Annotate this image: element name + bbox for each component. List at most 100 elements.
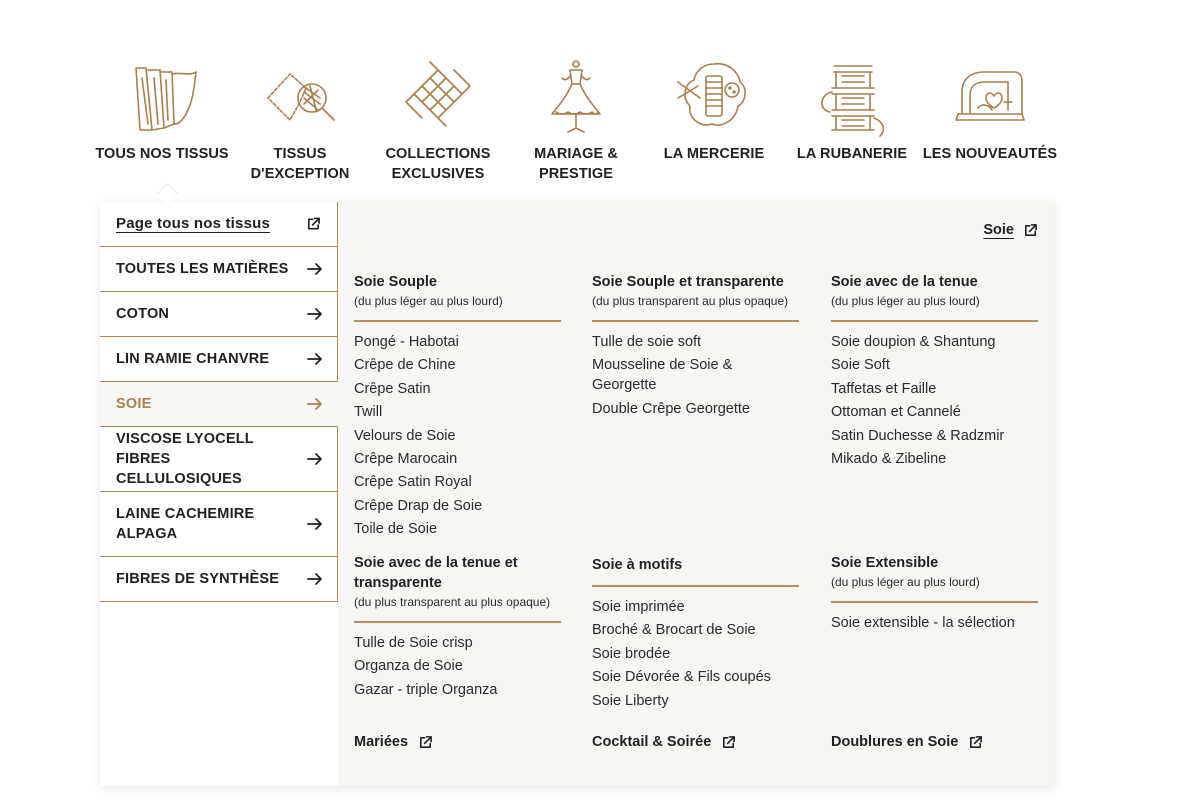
sidebar-item-label: LIN RAMIE CHANVRE bbox=[116, 351, 270, 367]
list-item[interactable]: Organza de Soie bbox=[354, 658, 463, 675]
list-item[interactable]: Double Crêpe Georgette bbox=[592, 400, 750, 417]
list-item[interactable]: Velours de Soie bbox=[354, 427, 456, 444]
soie-link-label: Soie bbox=[983, 222, 1014, 238]
nav-item-label: LA MERCERIE bbox=[663, 146, 765, 162]
column-soie-avec-tenue: Soie avec de la tenue (du plus léger au … bbox=[831, 272, 1038, 472]
sidebar-item-label: SOIE bbox=[116, 396, 152, 412]
column-title: Soie avec de la tenue bbox=[831, 274, 978, 290]
list-item[interactable]: Soie brodée bbox=[592, 645, 671, 662]
list-item[interactable]: Taffetas et Faille bbox=[831, 380, 937, 397]
list-item[interactable]: Gazar - triple Organza bbox=[354, 681, 498, 698]
sidebar-item-label: VISCOSE LYOCELL FIBRES CELLULOSIQUES bbox=[116, 431, 254, 487]
nav-item-label: COLLECTIONS EXCLUSIVES bbox=[385, 146, 491, 182]
footer-link-cocktail-soiree[interactable]: Cocktail & Soirée bbox=[592, 734, 736, 750]
sidebar-item-viscose-lyocell[interactable]: VISCOSE LYOCELL FIBRES CELLULOSIQUES bbox=[100, 427, 338, 492]
list-item[interactable]: Soie extensible - la sélection bbox=[831, 615, 1015, 631]
fabric-rolls-icon bbox=[135, 67, 197, 131]
thread-spool-button-icon bbox=[677, 62, 746, 126]
arrow-right-icon bbox=[307, 308, 322, 320]
nav-item-label: TOUS NOS TISSUS bbox=[95, 146, 229, 162]
nav-item-label: MARIAGE & PRESTIGE bbox=[534, 146, 618, 182]
list-item[interactable]: Crêpe Satin Royal bbox=[354, 474, 472, 491]
column-subtitle: (du plus léger au plus lourd) bbox=[831, 294, 980, 308]
footer-link-label: Mariées bbox=[354, 734, 409, 750]
column-divider bbox=[831, 601, 1038, 603]
sidebar-item-fibres-de-synthese[interactable]: FIBRES DE SYNTHÈSE bbox=[100, 557, 338, 602]
category-sidebar: Page tous nos tissus TOUTES LES MATIÈRES… bbox=[100, 202, 338, 786]
list-item[interactable]: Twill bbox=[354, 404, 383, 421]
footer-link-label: Cocktail & Soirée bbox=[592, 734, 712, 750]
list-item[interactable]: Crêpe Marocain bbox=[354, 450, 458, 467]
arrow-right-icon bbox=[307, 353, 322, 365]
arrow-right-icon bbox=[307, 263, 322, 275]
external-link-icon bbox=[970, 735, 983, 748]
nav-item-label: LES NOUVEAUTÉS bbox=[922, 146, 1058, 162]
list-item[interactable]: Soie Soft bbox=[831, 357, 890, 374]
column-title: Soie Souple et transparente bbox=[592, 274, 784, 290]
sidebar-item-coton[interactable]: COTON bbox=[100, 292, 338, 337]
nav-item-les-nouveautes[interactable]: LES NOUVEAUTÉS bbox=[921, 58, 1059, 164]
list-item[interactable]: Crêpe Drap de Soie bbox=[354, 497, 483, 514]
column-subtitle: (du plus léger au plus lourd) bbox=[354, 294, 503, 308]
nav-item-label: LA RUBANERIE bbox=[796, 146, 908, 162]
column-title: Soie à motifs bbox=[592, 557, 683, 573]
main-navigation: TOUS NOS TISSUS TISSUS D'EXCEPTION COLLE… bbox=[93, 58, 1063, 198]
arrow-right-icon bbox=[307, 573, 322, 585]
column-subtitle: (du plus léger au plus lourd) bbox=[831, 575, 980, 589]
sidebar-item-page-tous-nos-tissus[interactable]: Page tous nos tissus bbox=[100, 202, 338, 247]
sidebar-item-soie[interactable]: SOIE bbox=[100, 382, 338, 427]
list-item[interactable]: Soie Liberty bbox=[592, 692, 669, 709]
column-divider bbox=[592, 585, 799, 587]
list-item[interactable]: Mousseline de Soie & Georgette bbox=[592, 357, 733, 394]
footer-link-mariees[interactable]: Mariées bbox=[354, 734, 433, 750]
sidebar-item-label: TOUTES LES MATIÈRES bbox=[116, 261, 289, 277]
list-item[interactable]: Soie Dévorée & Fils coupés bbox=[592, 669, 771, 686]
nav-item-mariage-prestige[interactable]: MARIAGE & PRESTIGE bbox=[507, 58, 645, 184]
nav-item-collections-exclusives[interactable]: COLLECTIONS EXCLUSIVES bbox=[369, 58, 507, 184]
nav-item-label: TISSUS D'EXCEPTION bbox=[250, 146, 350, 182]
mega-menu-panel: Page tous nos tissus TOUTES LES MATIÈRES… bbox=[100, 202, 1055, 786]
column-title: Soie avec de la tenue et transparente bbox=[354, 555, 518, 591]
list-item[interactable]: Soie doupion & Shantung bbox=[831, 334, 996, 350]
column-soie-tenue-transparente: Soie avec de la tenue et transparente (d… bbox=[354, 553, 561, 703]
wedding-dress-icon bbox=[551, 60, 601, 133]
nav-item-tous-nos-tissus[interactable]: TOUS NOS TISSUS bbox=[93, 58, 231, 164]
column-soie-extensible: Soie Extensible (du plus léger au plus l… bbox=[831, 553, 1038, 636]
column-divider bbox=[831, 320, 1038, 322]
footer-link-label: Doublures en Soie bbox=[831, 734, 959, 750]
external-link-icon bbox=[1025, 223, 1037, 236]
list-item[interactable]: Toile de Soie bbox=[354, 521, 438, 538]
list-item[interactable]: Broché & Brocart de Soie bbox=[592, 622, 756, 639]
sidebar-item-label: COTON bbox=[116, 306, 170, 322]
list-item[interactable]: Mikado & Zibeline bbox=[831, 450, 947, 467]
sidebar-item-lin-ramie-chanvre[interactable]: LIN RAMIE CHANVRE bbox=[100, 337, 338, 382]
nav-item-la-rubanerie[interactable]: LA RUBANERIE bbox=[783, 58, 921, 164]
list-item[interactable]: Pongé - Habotai bbox=[354, 334, 459, 350]
nav-item-tissus-exception[interactable]: TISSUS D'EXCEPTION bbox=[231, 58, 369, 184]
list-item[interactable]: Ottoman et Cannelé bbox=[831, 404, 961, 421]
sidebar-item-laine-cachemire-alpaga[interactable]: LAINE CACHEMIRE ALPAGA bbox=[100, 492, 338, 557]
list-item[interactable]: Crêpe Satin bbox=[354, 380, 431, 397]
nav-item-la-mercerie[interactable]: LA MERCERIE bbox=[645, 58, 783, 164]
column-subtitle: (du plus transparent au plus opaque) bbox=[354, 595, 551, 609]
column-subtitle: (du plus transparent au plus opaque) bbox=[592, 294, 789, 308]
sidebar-item-toutes-les-matieres[interactable]: TOUTES LES MATIÈRES bbox=[100, 247, 338, 292]
external-link-icon bbox=[723, 735, 736, 748]
external-link-icon bbox=[308, 217, 320, 230]
soie-category-link[interactable]: Soie bbox=[983, 222, 1038, 238]
column-soie-a-motifs: Soie à motifs Soie imprimée Broché & Bro… bbox=[592, 555, 799, 714]
sidebar-item-label: LAINE CACHEMIRE ALPAGA bbox=[116, 506, 255, 542]
list-item[interactable]: Soie imprimée bbox=[592, 599, 685, 615]
list-item[interactable]: Satin Duchesse & Radzmir bbox=[831, 427, 1005, 444]
sidebar-item-label: FIBRES DE SYNTHÈSE bbox=[116, 571, 280, 587]
footer-link-doublures-en-soie[interactable]: Doublures en Soie bbox=[831, 734, 983, 750]
arrow-right-icon bbox=[307, 453, 322, 465]
list-item[interactable]: Crêpe de Chine bbox=[354, 357, 456, 374]
column-divider bbox=[354, 621, 561, 623]
list-item[interactable]: Tulle de Soie crisp bbox=[354, 635, 473, 651]
column-soie-souple-transparente: Soie Souple et transparente (du plus tra… bbox=[592, 272, 799, 422]
fabric-magnifier-icon bbox=[267, 73, 335, 121]
arrow-right-icon bbox=[307, 398, 322, 410]
ribbon-spools-icon bbox=[821, 65, 885, 137]
list-item[interactable]: Tulle de soie soft bbox=[592, 334, 702, 350]
